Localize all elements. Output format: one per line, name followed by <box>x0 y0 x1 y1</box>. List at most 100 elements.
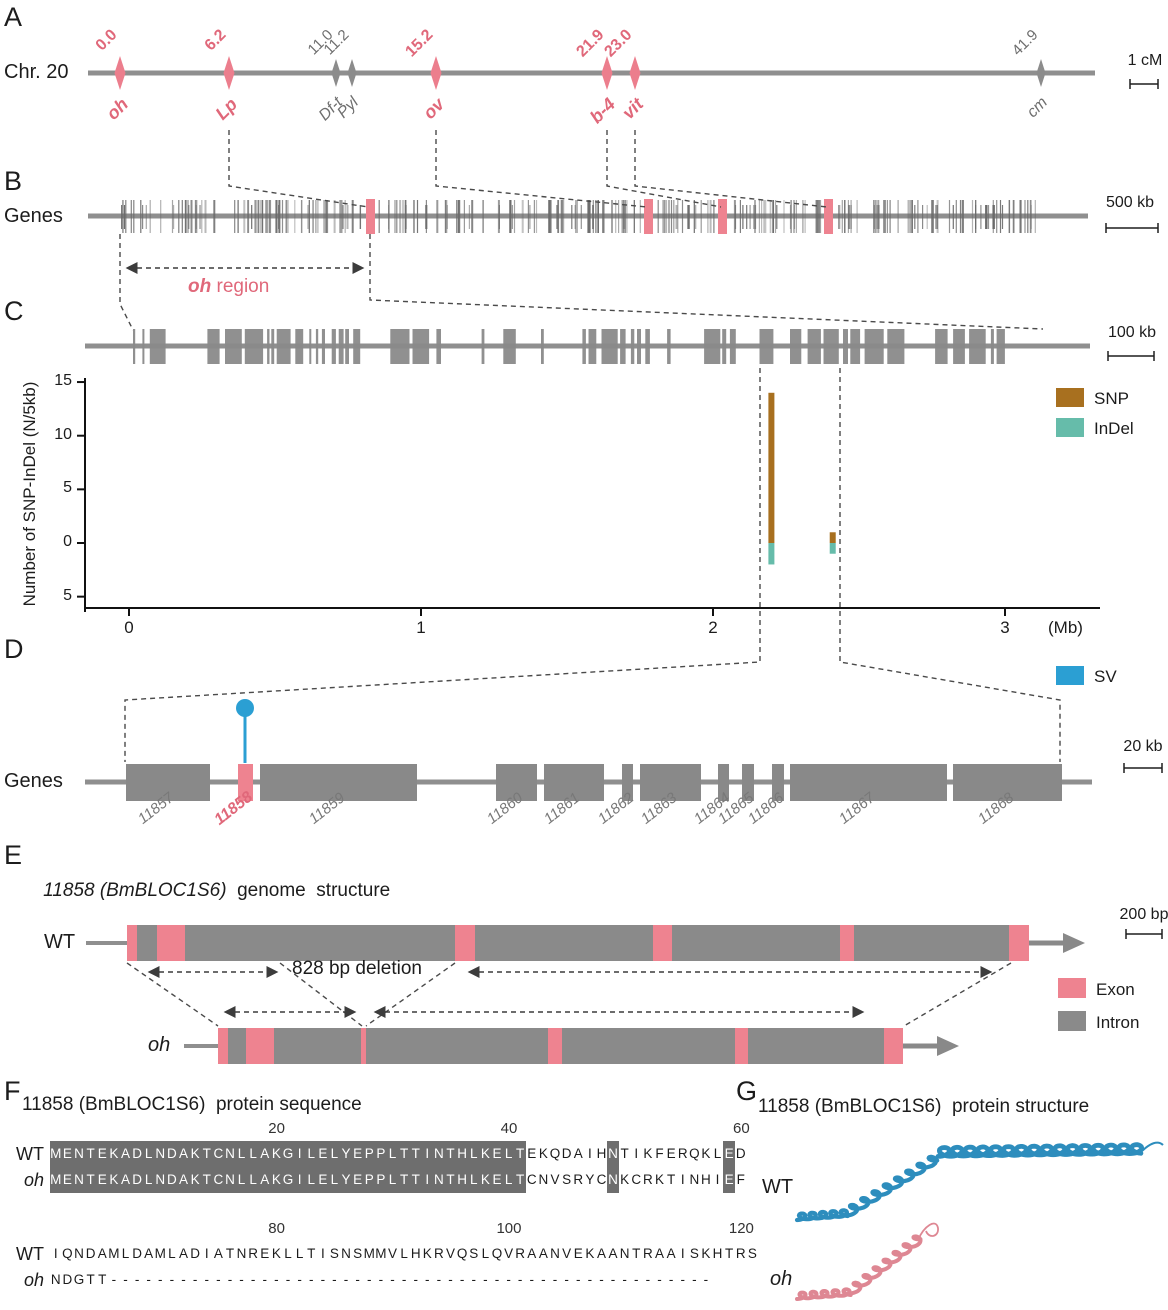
residue: I <box>204 1246 209 1261</box>
connector-line <box>228 130 369 208</box>
gene-tick <box>742 205 744 229</box>
residue: A <box>97 1246 107 1261</box>
gene-block <box>331 329 336 364</box>
gene-tick <box>847 200 849 233</box>
seq-position-marker: 40 <box>500 1120 518 1137</box>
scale-label-e: 200 bp <box>1119 906 1168 923</box>
seq-row-label-oh: oh <box>23 1270 44 1290</box>
residue: A <box>654 1246 664 1261</box>
residue: L <box>502 1167 515 1193</box>
gene-tick <box>816 200 818 233</box>
gene-tick <box>624 200 626 233</box>
gene-block <box>620 329 626 364</box>
gene-tick <box>359 205 361 229</box>
residue: N <box>73 1167 85 1193</box>
gene-tick <box>817 200 819 233</box>
intron-legend-label: Intron <box>1096 1013 1140 1032</box>
residue: L <box>386 1141 399 1167</box>
indel-legend-swatch <box>1056 418 1084 437</box>
residue: V <box>550 1172 560 1187</box>
gene-block <box>142 329 145 364</box>
wt-exon-0 <box>127 925 137 961</box>
residue: - <box>471 1272 476 1287</box>
seq-row-label-wt: WT <box>16 1144 44 1164</box>
residue: N <box>74 1246 84 1261</box>
gene-tick <box>308 200 310 233</box>
gene-block <box>996 329 1005 364</box>
gene-tick <box>754 205 757 229</box>
residue: R <box>434 1246 444 1261</box>
residue: N <box>550 1246 560 1261</box>
residue: L <box>142 1167 155 1193</box>
gene-density-blocks-c <box>133 329 1005 364</box>
gene-tick <box>413 200 415 233</box>
gene-box-11858 <box>238 764 253 801</box>
residue: N <box>433 1141 445 1167</box>
gene-tick <box>574 205 576 229</box>
gene-block <box>582 329 586 364</box>
exon-legend-label: Exon <box>1096 980 1135 999</box>
residue: L <box>305 1141 318 1167</box>
gene-tick <box>886 200 888 233</box>
residue: D <box>132 1246 142 1261</box>
bar-snp <box>768 392 775 543</box>
gene-block <box>935 329 948 364</box>
gene-tick <box>665 200 668 233</box>
gene-tick <box>133 200 135 233</box>
gene-block <box>503 329 516 364</box>
gene-tick <box>444 200 446 233</box>
panel-a-letter: A <box>4 2 23 32</box>
residue: L <box>481 1246 490 1261</box>
residue: E <box>351 1141 364 1167</box>
gene-tick <box>739 200 741 233</box>
residue: - <box>575 1272 581 1287</box>
gene-tick <box>575 200 577 233</box>
gene-tick <box>936 200 939 233</box>
seq-row-oh-2: N DG T T - - - - - - - - - - - - - - - - - - - - - - - - - - - - - - - - - - -… <box>50 1267 712 1293</box>
residue: N <box>607 1141 619 1167</box>
panel-e-title-gene: 11858 (BmBLOC1S6) <box>43 880 227 901</box>
gene-tick <box>140 200 142 233</box>
gene-tick <box>178 200 180 233</box>
gene-tick <box>312 200 314 233</box>
gene-tick <box>396 200 398 233</box>
gene-tick <box>145 205 147 229</box>
gene-tick <box>693 200 695 233</box>
residue: I <box>680 1246 685 1261</box>
residue: D <box>62 1272 73 1287</box>
residue: T <box>620 1146 629 1161</box>
gene-tick <box>326 200 329 233</box>
residue: R <box>643 1172 653 1187</box>
residue: P <box>363 1141 376 1167</box>
residue: N <box>73 1141 85 1167</box>
residue: - <box>436 1272 442 1287</box>
gene-tick <box>549 200 552 233</box>
gene-tick <box>262 200 264 233</box>
connector-line <box>606 130 722 208</box>
sv-legend-swatch <box>1056 666 1084 685</box>
gene-block <box>790 329 802 364</box>
residue: C <box>526 1172 537 1187</box>
gene-tick <box>1013 200 1015 233</box>
residue: R <box>248 1246 259 1261</box>
gene-tick <box>850 205 852 229</box>
residue: L <box>502 1141 515 1167</box>
panel-g-letter: G <box>736 1076 758 1106</box>
gene-tick <box>817 200 820 233</box>
gene-tick <box>378 200 380 233</box>
residue: E <box>723 1167 735 1193</box>
gene-tick <box>125 200 127 233</box>
residue: R <box>735 1246 746 1261</box>
residue: S <box>689 1246 699 1261</box>
residue: I <box>680 1172 685 1187</box>
gene-block <box>338 329 344 364</box>
seq-position-marker: 60 <box>733 1120 750 1137</box>
scale-label-c: 100 kb <box>1107 324 1157 341</box>
gene-tick <box>765 200 767 233</box>
residue: - <box>158 1272 163 1287</box>
gene-tick <box>795 200 797 233</box>
residue: P <box>375 1167 387 1193</box>
residue: V <box>387 1246 397 1261</box>
gene-tick <box>615 200 617 233</box>
residue: - <box>134 1272 140 1287</box>
